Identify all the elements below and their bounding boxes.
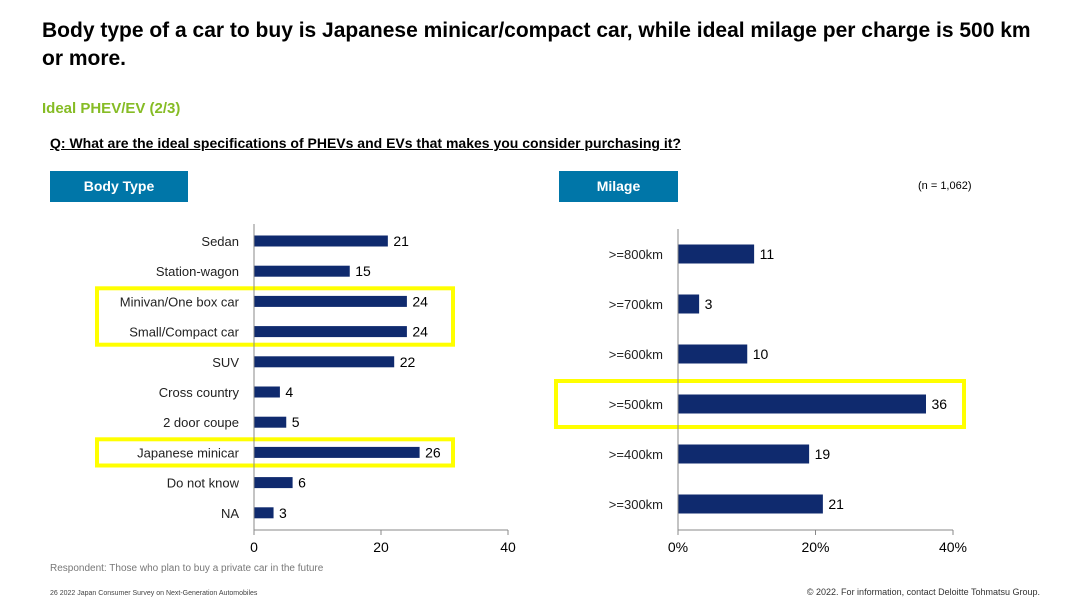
value-label-minivan-one-box-car: 24 [412,293,428,309]
x-tick-label: 0% [668,539,688,555]
x-tick-label: 40% [939,539,967,555]
value-label-ge-500km: 36 [932,396,948,412]
bar-small-compact-car [254,326,407,338]
bar-2-door-coupe [254,416,287,428]
category-label-do-not-know: Do not know [167,476,240,491]
value-label-small-compact-car: 24 [412,324,428,340]
milage-section-label: Milage [559,171,678,202]
category-label-ge-300km: >=300km [609,497,663,512]
value-label-ge-800km: 11 [760,246,775,262]
value-label-2-door-coupe: 5 [292,414,300,430]
value-label-suv: 22 [400,354,416,370]
sample-size-note: (n = 1,062) [918,180,972,192]
page-subtitle: Ideal PHEV/EV (2/3) [42,100,181,117]
bar-do-not-know [254,477,293,489]
category-label-ge-800km: >=800km [609,247,663,262]
value-label-ge-600km: 10 [753,346,769,362]
category-label-suv: SUV [212,355,239,370]
value-label-ge-300km: 21 [828,496,844,512]
x-tick-label: 20% [801,539,829,555]
value-label-cross-country: 4 [285,384,293,400]
value-label-japanese-minicar: 26 [425,444,441,460]
highlight-box-minivan-one-box-car [95,286,455,347]
category-label-japanese-minicar: Japanese minicar [137,445,240,460]
category-label-sedan: Sedan [201,234,239,249]
category-label-small-compact-car: Small/Compact car [129,325,239,340]
bar-ge-300km [678,494,823,514]
bar-ge-600km [678,344,748,364]
category-label-cross-country: Cross country [159,385,240,400]
value-label-na: 3 [279,505,287,521]
value-label-ge-700km: 3 [705,296,713,312]
bar-ge-800km [678,244,755,264]
value-label-ge-400km: 19 [815,446,831,462]
category-label-ge-500km: >=500km [609,397,663,412]
bar-na [254,507,274,519]
bar-japanese-minicar [254,446,420,458]
highlight-box-japanese-minicar [95,437,455,468]
x-tick-label: 20 [373,539,389,555]
highlight-box-ge-500km [554,379,966,429]
category-label-ge-400km: >=400km [609,447,663,462]
category-label-station-wagon: Station-wagon [156,264,239,279]
footer-copyright: © 2022. For information, contact Deloitt… [806,587,1040,597]
x-tick-label: 0 [250,539,258,555]
page-title: Body type of a car to buy is Japanese mi… [42,19,1031,70]
survey-question: Q: What are the ideal specifications of … [50,135,681,151]
footer-survey-name: 26 2022 Japan Consumer Survey on Next-Ge… [50,590,258,597]
respondent-note: Respondent: Those who plan to buy a priv… [50,563,324,574]
category-label-minivan-one-box-car: Minivan/One box car [120,294,240,309]
category-label-ge-600km: >=600km [609,347,663,362]
value-label-do-not-know: 6 [298,475,306,491]
category-label-ge-700km: >=700km [609,297,663,312]
bar-station-wagon [254,265,350,277]
category-label-na: NA [221,506,239,521]
bar-suv [254,356,395,368]
value-label-sedan: 21 [393,233,409,249]
x-tick-label: 40 [500,539,516,555]
bar-ge-400km [678,444,810,464]
value-label-station-wagon: 15 [355,263,371,279]
bar-minivan-one-box-car [254,295,407,307]
body-type-section-label: Body Type [50,171,188,202]
category-label-2-door-coupe: 2 door coupe [163,415,239,430]
bar-ge-500km [678,394,926,414]
bar-ge-700km [678,294,700,314]
bar-cross-country [254,386,280,398]
bar-sedan [254,235,388,247]
